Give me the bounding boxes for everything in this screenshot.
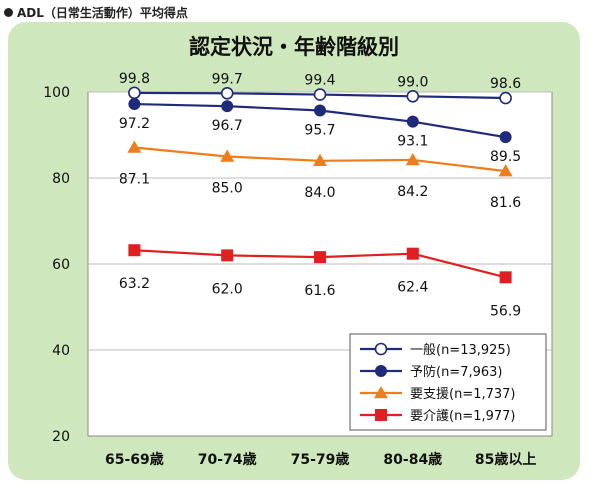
data-point-marker [498, 164, 513, 177]
legend-marker [374, 386, 388, 399]
bullet-icon [4, 7, 13, 17]
figure-caption: ADL（日常生活動作）平均得点 [4, 3, 188, 21]
data-point-marker [128, 86, 141, 100]
data-point-marker [220, 86, 234, 100]
data-label: 56.9 [490, 303, 521, 319]
data-label: 99.0 [397, 74, 428, 90]
data-label: 96.7 [212, 118, 243, 134]
x-tick-label: 70-74歳 [198, 451, 257, 468]
legend-marker [375, 409, 387, 421]
series-1 [128, 86, 512, 105]
data-point-marker [406, 115, 419, 128]
y-axis-tick-labels: 20 40 60 80 100 [43, 85, 70, 445]
legend-label: 予防(n=7,963) [410, 364, 503, 380]
data-label: 81.6 [490, 195, 521, 211]
legend: 一般(n=13,925) 予防(n=7,963) 要支援(n=1,737) 要介護(n… [349, 333, 547, 431]
y-tick-label: 40 [52, 343, 70, 359]
x-tick-label: 75-79歳 [291, 451, 350, 468]
series-lines [127, 86, 513, 284]
series-2 [128, 98, 512, 144]
data-label: 99.7 [212, 71, 243, 87]
data-label: 99.8 [119, 71, 150, 87]
x-tick-label: 80-84歳 [383, 451, 442, 468]
data-point-marker [499, 91, 512, 105]
y-tick-label: 20 [52, 429, 70, 445]
data-label: 61.6 [304, 283, 335, 299]
data-point-marker [406, 90, 420, 103]
legend-label: 要支援(n=1,737) [410, 387, 516, 402]
data-point-marker [221, 100, 234, 113]
data-point-marker [221, 249, 234, 262]
data-point-marker [314, 251, 326, 264]
legend-label: 要介護(n=1,977) [410, 408, 516, 424]
data-label: 99.4 [304, 73, 335, 89]
legend-item: 予防(n=7,963) [360, 364, 503, 380]
x-tick-label: 85歳以上 [475, 451, 536, 468]
legend-item: 一般(n=13,925) [360, 342, 511, 358]
data-point-marker [220, 149, 235, 162]
data-label: 62.0 [212, 281, 243, 297]
chart-title: 認定状況・年齢階級別 [189, 35, 399, 59]
legend-item: 要介護(n=1,977) [360, 408, 516, 424]
data-point-marker [127, 140, 142, 153]
series-3 [127, 140, 513, 177]
data-label: 89.5 [490, 149, 521, 165]
data-point-marker [499, 271, 512, 284]
data-labels: 99.8 99.7 99.4 99.0 98.6 97.2 96.7 95.7 93.1 89.5… [119, 71, 521, 319]
x-tick-label: 65-69歳 [105, 451, 164, 468]
data-point-marker [313, 153, 327, 167]
data-label: 97.2 [119, 116, 150, 132]
y-tick-label: 100 [43, 85, 70, 101]
figure-caption-text: ADL（日常生活動作）平均得点 [17, 5, 188, 20]
y-tick-label: 60 [52, 257, 70, 273]
data-point-marker [313, 88, 327, 101]
data-point-marker [128, 244, 141, 257]
data-label: 63.2 [119, 276, 150, 292]
data-label: 93.1 [397, 134, 428, 150]
data-point-marker [314, 104, 326, 117]
legend-marker [374, 342, 388, 356]
data-label: 98.6 [490, 76, 521, 92]
data-point-marker [128, 98, 141, 111]
series-4 [128, 244, 512, 284]
data-label: 84.0 [304, 185, 335, 201]
x-axis-tick-labels: 65-69歳 70-74歳 75-79歳 80-84歳 85歳以上 [105, 451, 536, 468]
data-label: 62.4 [397, 280, 428, 296]
chart-panel: 認定状況・年齢階級別 20 40 60 80 100 65-69歳 70-74歳 75-79… [8, 22, 580, 480]
legend-item: 要支援(n=1,737) [360, 386, 516, 402]
data-label: 95.7 [304, 122, 335, 138]
data-label: 85.0 [212, 181, 243, 197]
data-label: 84.2 [397, 184, 428, 200]
data-point-marker [499, 131, 512, 144]
line-chart: 認定状況・年齢階級別 20 40 60 80 100 65-69歳 70-74歳 75-79… [43, 35, 553, 468]
y-tick-label: 80 [52, 171, 70, 187]
legend-marker [375, 365, 387, 377]
data-point-marker [406, 247, 419, 260]
data-point-marker [405, 152, 420, 166]
data-label: 87.1 [119, 171, 150, 187]
legend-label: 一般(n=13,925) [410, 342, 511, 358]
